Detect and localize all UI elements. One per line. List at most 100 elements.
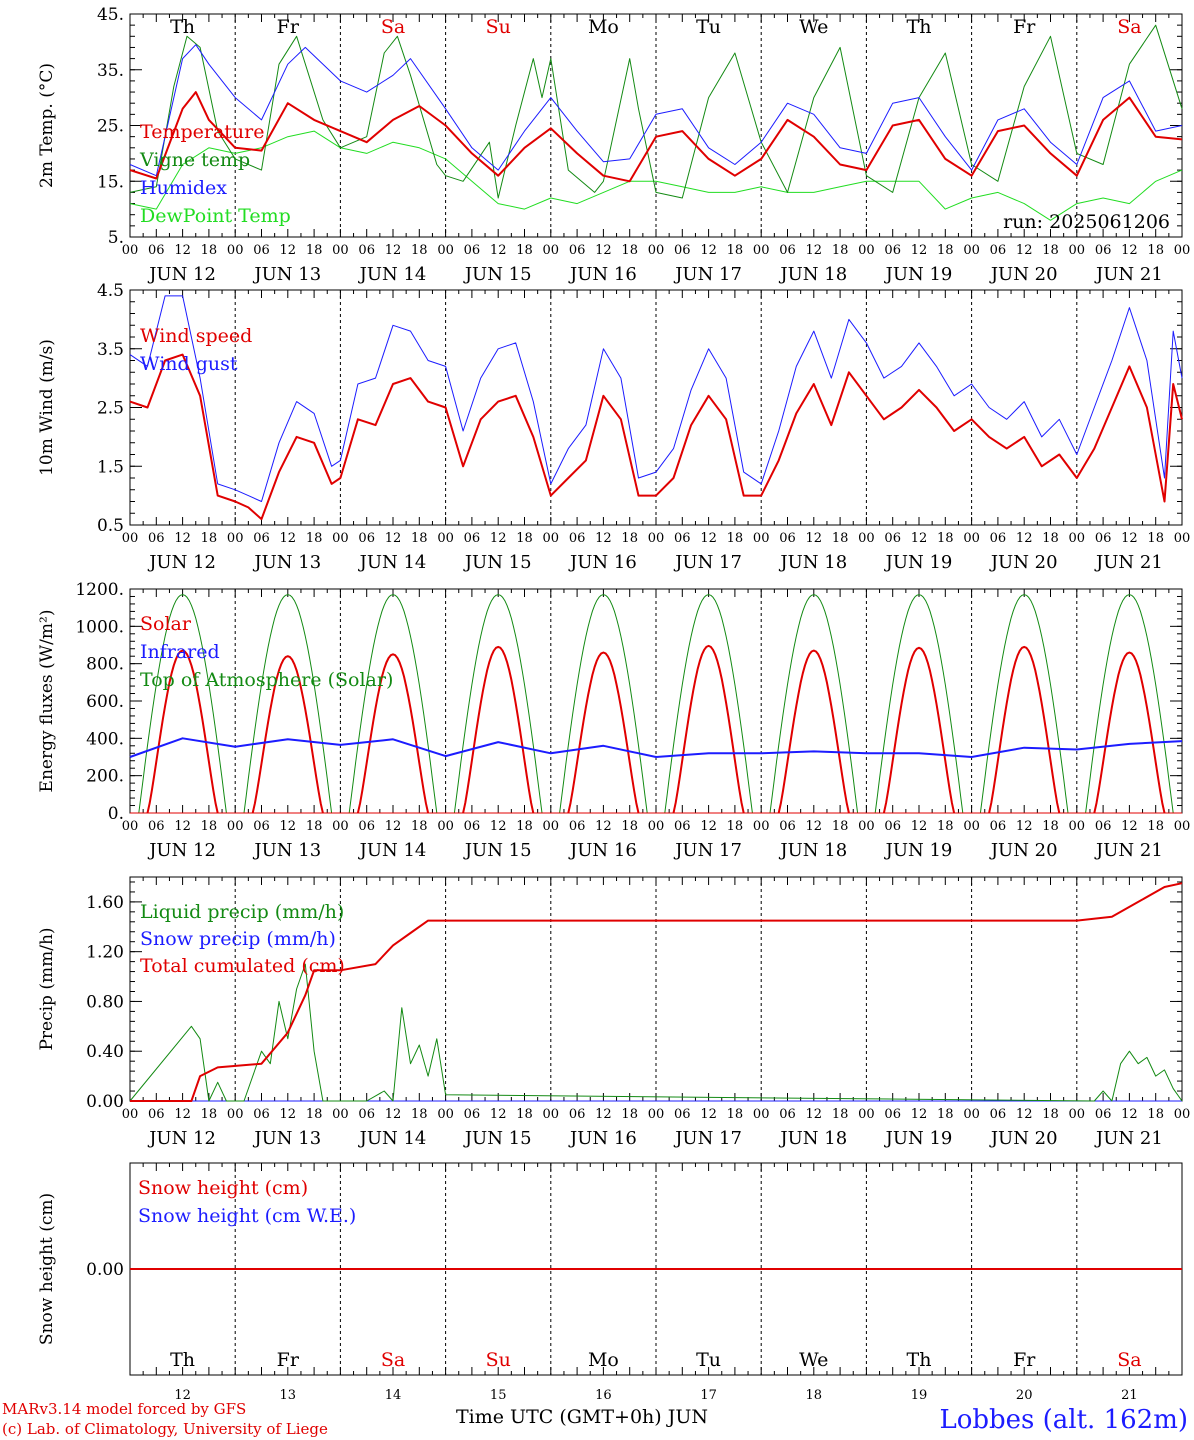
day-number: 19: [911, 1388, 928, 1403]
x-tick-label: 12: [280, 1107, 297, 1122]
date-label: JUN 21: [1094, 1128, 1163, 1149]
y-tick-label: 1000.: [75, 617, 124, 637]
x-tick-label: 18: [621, 243, 638, 258]
x-tick-label: 12: [280, 531, 297, 546]
date-label: JUN 19: [884, 264, 953, 285]
x-tick-label: 12: [1121, 819, 1138, 834]
day-name: Fr: [1013, 1349, 1036, 1371]
y-tick-label: 0.5: [97, 516, 124, 536]
day-name: Fr: [277, 1349, 300, 1371]
x-tick-label: 06: [674, 531, 691, 546]
x-tick-label: 00: [963, 819, 980, 834]
x-tick-label: 12: [174, 531, 191, 546]
x-tick-label: 18: [937, 243, 954, 258]
day-name: Fr: [277, 16, 300, 38]
day-number: 21: [1121, 1388, 1138, 1403]
date-label: JUN 16: [568, 264, 637, 285]
day-name: Sa: [1117, 1349, 1141, 1371]
x-tick-label: 06: [1095, 531, 1112, 546]
x-tick-label: 00: [437, 1107, 454, 1122]
x-tick-label: 00: [1069, 819, 1086, 834]
x-tick-label: 06: [464, 1107, 481, 1122]
x-tick-label: 00: [963, 531, 980, 546]
day-name: We: [799, 1349, 828, 1371]
series-top-of-atmosphere-day: [979, 594, 1069, 814]
day-name: Th: [170, 1349, 195, 1371]
x-tick-label: 12: [1016, 819, 1033, 834]
day-name: Sa: [381, 1349, 405, 1371]
legend-entry: Humidex: [140, 177, 227, 199]
series-liquid-precip-mm-h-: [129, 963, 1183, 1102]
y-tick-label: 4.5: [97, 281, 124, 301]
x-tick-label: 18: [201, 1107, 218, 1122]
x-tick-label: 18: [1042, 243, 1059, 258]
x-tick-label: 18: [937, 819, 954, 834]
x-tick-label: 18: [832, 531, 849, 546]
y-tick-label: 35.: [97, 61, 124, 81]
x-tick-label: 06: [464, 819, 481, 834]
day-name: Mo: [588, 1349, 619, 1371]
x-tick-label: 12: [490, 819, 507, 834]
x-tick-label: 12: [700, 1107, 717, 1122]
date-label: JUN 12: [147, 1128, 216, 1149]
x-tick-label: 06: [569, 819, 586, 834]
x-tick-label: 06: [569, 531, 586, 546]
x-tick-label: 06: [148, 531, 165, 546]
series-top-of-atmosphere-day: [348, 594, 438, 814]
date-label: JUN 17: [673, 1128, 742, 1149]
date-label: JUN 19: [884, 840, 953, 861]
y-tick-label: 0.00: [86, 1260, 124, 1280]
date-label: JUN 15: [463, 264, 532, 285]
day-name: Fr: [1013, 16, 1036, 38]
legend-entry: DewPoint Temp: [140, 205, 291, 227]
x-tick-label: 06: [253, 243, 270, 258]
series-solar-day: [988, 645, 1061, 814]
x-tick-label: 12: [806, 1107, 823, 1122]
x-tick-label: 06: [674, 1107, 691, 1122]
x-tick-label: 00: [332, 531, 349, 546]
x-tick-label: 18: [411, 1107, 428, 1122]
x-tick-label: 12: [595, 531, 612, 546]
legend-entry: Wind speed: [140, 325, 252, 347]
x-tick-label: 18: [621, 819, 638, 834]
series-total-cumulated-cm-: [130, 882, 1183, 1102]
series-solar-day: [251, 655, 324, 814]
date-label: JUN 18: [778, 840, 847, 861]
x-tick-label: 06: [148, 1107, 165, 1122]
lab-credit: (c) Lab. of Climatology, University of L…: [2, 1420, 328, 1438]
x-tick-label: 06: [779, 531, 796, 546]
x-tick-label: 06: [990, 819, 1007, 834]
x-tick-label: 12: [911, 819, 928, 834]
x-tick-label: 06: [358, 819, 375, 834]
x-tick-label: 00: [1069, 243, 1086, 258]
x-tick-label: 12: [1016, 531, 1033, 546]
station-label: Lobbes (alt. 162m): [939, 1405, 1188, 1435]
panel-2: 0.5 1.5 2.5 3.5 4.5 10m Wind (m/s) 00 06 12 18 JUN…: [37, 281, 1190, 573]
x-tick-label: 18: [201, 531, 218, 546]
x-tick-label: 18: [832, 243, 849, 258]
x-tick-label: 12: [385, 243, 402, 258]
x-tick-label: 12: [595, 819, 612, 834]
series-top-of-atmosphere-day: [874, 594, 964, 814]
panel-frame: [129, 588, 1183, 814]
date-label: JUN 18: [778, 1128, 847, 1149]
panel-3: 0. 200. 400. 600. 800. 1000. 1200. Energy fluxe…: [37, 580, 1190, 861]
date-label: JUN 17: [673, 264, 742, 285]
run-label: run: 2025061206: [1003, 211, 1170, 233]
y-tick-label: 15.: [97, 172, 124, 192]
date-label: JUN 13: [252, 1128, 321, 1149]
x-tick-label: 00: [332, 819, 349, 834]
x-tick-label: 00: [753, 1107, 770, 1122]
x-tick-label: 00: [753, 243, 770, 258]
x-tick-label: 06: [1095, 1107, 1112, 1122]
day-name: Mo: [588, 16, 619, 38]
x-tick-label: 18: [1042, 819, 1059, 834]
x-axis-title: Time UTC (GMT+0h) JUN: [456, 1406, 708, 1428]
x-tick-label: 06: [148, 819, 165, 834]
series-top-of-atmosphere-day: [559, 594, 648, 814]
x-tick-label: 18: [832, 819, 849, 834]
y-tick-label: 0.00: [86, 1092, 124, 1112]
x-tick-label: 00: [1174, 1107, 1191, 1122]
x-tick-label: 18: [621, 531, 638, 546]
day-name: Th: [907, 1349, 932, 1371]
